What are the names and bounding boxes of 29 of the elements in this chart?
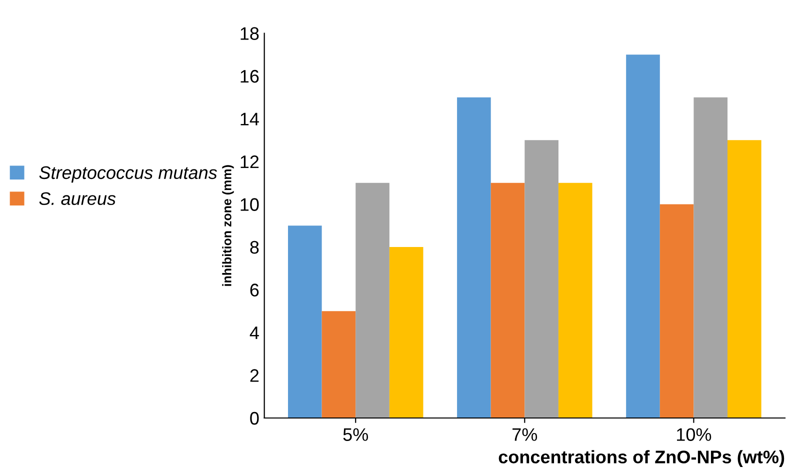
bar xyxy=(288,226,322,418)
bar xyxy=(524,140,558,418)
bar xyxy=(389,247,424,418)
legend-label: Streptococcus mutans xyxy=(39,166,217,183)
y-tick-label: 6 xyxy=(250,284,259,296)
x-tick-label: 10% xyxy=(677,428,712,441)
x-axis-title: concentrations of ZnO-NPs (wt%) xyxy=(498,450,784,467)
bar xyxy=(490,182,525,418)
y-tick-label: 10 xyxy=(240,198,259,211)
y-tick-label: 0 xyxy=(250,412,259,425)
y-tick-label: 18 xyxy=(240,27,259,40)
bar xyxy=(626,54,660,418)
bar xyxy=(457,97,491,418)
y-axis-title: inhibition zone (mm) xyxy=(222,165,234,286)
bar xyxy=(322,311,356,418)
y-tick-label: 4 xyxy=(250,326,259,340)
bar xyxy=(694,97,728,418)
y-tick-label: 8 xyxy=(250,240,259,254)
y-tick-label: 2 xyxy=(250,369,259,382)
y-tick-label: 16 xyxy=(240,70,259,83)
bar xyxy=(356,182,390,418)
y-tick-label: 12 xyxy=(240,155,259,168)
y-tick-label: 14 xyxy=(240,112,259,126)
bar xyxy=(728,140,762,418)
legend-label: S. aureus xyxy=(39,192,116,206)
bar xyxy=(660,204,694,418)
x-tick-label: 7% xyxy=(512,428,538,441)
x-tick-label: 5% xyxy=(343,428,368,441)
bar xyxy=(558,182,592,418)
